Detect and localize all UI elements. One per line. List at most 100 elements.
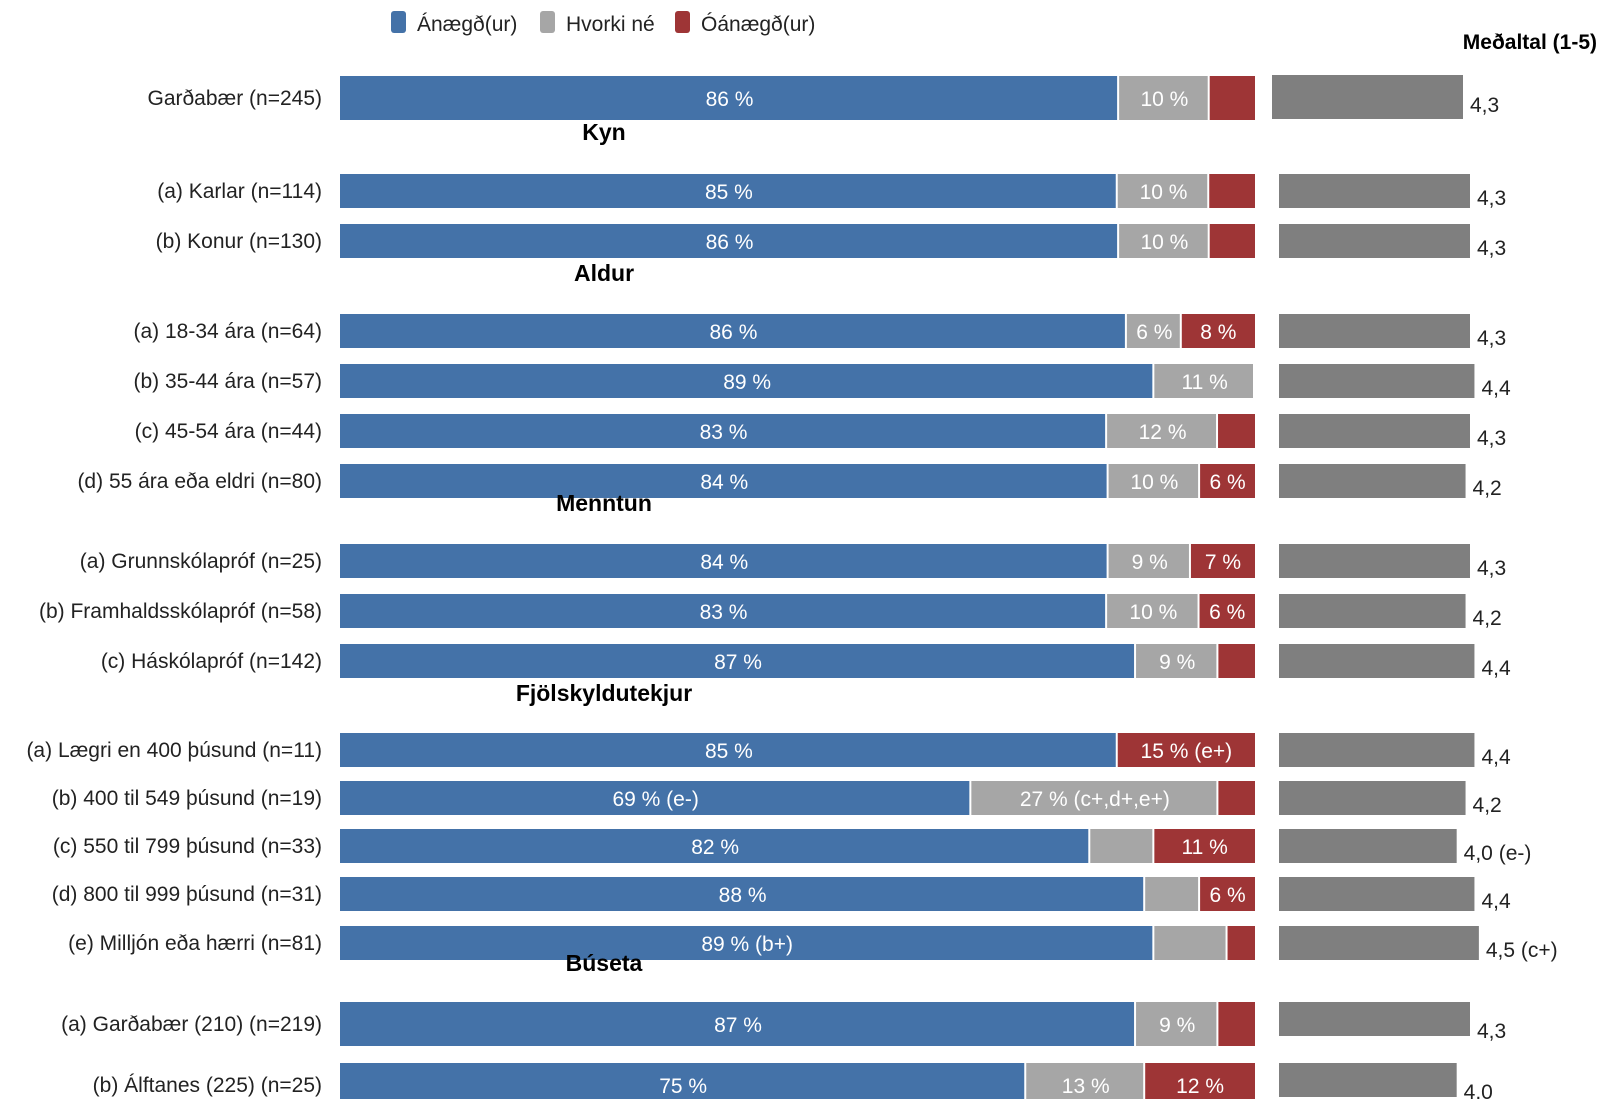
bar-label-satisfied: 83 %	[700, 601, 748, 624]
plot-area: Garðabær (n=245) 86 % 10 % 4,3 Kyn (a) Karlar…	[26, 75, 1558, 1099]
row-label: (b) Konur (n=130)	[156, 230, 322, 253]
mean-value-label: 4,3	[1477, 187, 1506, 210]
mean-bar	[1279, 544, 1470, 578]
bar-segment-neutral	[1136, 1002, 1217, 1046]
mean-bar	[1279, 364, 1475, 398]
group-heading-3: Menntun	[556, 490, 652, 516]
bar-segment-dissatisfied	[1154, 829, 1255, 863]
bar-label-satisfied: 84 %	[700, 551, 748, 574]
bar-label-dissatisfied: 6 %	[1209, 471, 1245, 494]
bar-segment-neutral	[1090, 829, 1153, 863]
mean-bar	[1279, 464, 1466, 498]
bar-label-satisfied: 86 %	[710, 321, 758, 344]
row-label: (a) Garðabær (210) (n=219)	[61, 1013, 322, 1036]
mean-bar	[1279, 314, 1470, 348]
row-label: (d) 800 til 999 þúsund (n=31)	[52, 883, 322, 906]
row-label: (b) 35-44 ára (n=57)	[133, 370, 322, 393]
bar-label-satisfied: 83 %	[700, 421, 748, 444]
bar-label-neutral: 9 %	[1132, 551, 1168, 574]
row-label: (d) 55 ára eða eldri (n=80)	[77, 470, 322, 493]
group-heading-5: Búseta	[566, 950, 643, 976]
bar-segment-neutral	[1154, 926, 1226, 960]
row-label: (b) 400 til 549 þúsund (n=19)	[52, 787, 322, 810]
bar-label-satisfied: 85 %	[705, 181, 753, 204]
bar-label-satisfied: 82 %	[691, 836, 739, 859]
bar-segment-neutral	[1026, 1063, 1144, 1099]
bar-segment-dissatisfied	[1218, 644, 1255, 678]
bar-segment-satisfied	[340, 829, 1089, 863]
row-label: (e) Milljón eða hærri (n=81)	[68, 932, 322, 955]
group-heading-1: Kyn	[582, 119, 625, 145]
bar-segment-dissatisfied	[1218, 1002, 1255, 1046]
bar-segment-dissatisfied	[1181, 314, 1255, 348]
bar-segment-satisfied	[340, 544, 1107, 578]
row-label: (a) 18-34 ára (n=64)	[133, 320, 322, 343]
mean-value-label: 4,3	[1470, 94, 1499, 117]
mean-bar	[1279, 1002, 1470, 1036]
bar-segment-neutral	[1126, 314, 1180, 348]
bar-segment-dissatisfied	[1190, 544, 1255, 578]
bar-segment-satisfied	[340, 877, 1144, 911]
mean-value-label: 4,3	[1477, 237, 1506, 260]
bar-label-satisfied: 88 %	[719, 884, 767, 907]
row-label: (b) Framhaldsskólapróf (n=58)	[39, 600, 322, 623]
bar-label-satisfied: 75 %	[659, 1075, 707, 1098]
bar-label-dissatisfied: 7 %	[1205, 551, 1241, 574]
bar-label-neutral: 9 %	[1159, 1014, 1195, 1037]
bar-segment-dissatisfied	[1209, 224, 1255, 258]
bar-label-neutral: 13 %	[1062, 1075, 1110, 1098]
bar-segment-dissatisfied	[1200, 464, 1255, 498]
bar-label-dissatisfied: 12 %	[1176, 1075, 1224, 1098]
bar-label-neutral: 10 %	[1140, 181, 1188, 204]
mean-value-label: 4,2	[1473, 794, 1502, 817]
bar-label-neutral: 10 %	[1130, 471, 1178, 494]
bar-label-dissatisfied: 6 %	[1209, 884, 1245, 907]
bar-segment-satisfied	[340, 76, 1118, 120]
mean-bar	[1279, 926, 1479, 960]
mean-bar	[1279, 224, 1470, 258]
bar-segment-neutral	[1108, 544, 1189, 578]
mean-bar	[1279, 829, 1457, 863]
bar-segment-satisfied	[340, 314, 1125, 348]
bar-label-satisfied: 84 %	[700, 471, 748, 494]
bar-segment-satisfied	[340, 414, 1106, 448]
mean-bar	[1279, 594, 1466, 628]
bar-segment-neutral	[1119, 224, 1208, 258]
row-label: (a) Lægri en 400 þúsund (n=11)	[26, 739, 322, 762]
bar-segment-satisfied	[340, 364, 1153, 398]
bar-segment-neutral	[1136, 644, 1217, 678]
mean-bar	[1279, 644, 1475, 678]
bar-segment-dissatisfied	[1199, 594, 1255, 628]
bar-segment-dissatisfied	[1117, 733, 1255, 767]
mean-value-label: 4,4	[1481, 377, 1511, 400]
bar-segment-neutral	[1108, 464, 1199, 498]
mean-bar	[1279, 781, 1466, 815]
bar-segment-neutral	[1107, 594, 1198, 628]
legend-swatch-1	[391, 11, 406, 33]
bar-segment-neutral	[1107, 414, 1217, 448]
mean-value-label: 4,4	[1481, 746, 1511, 769]
mean-bar	[1279, 877, 1475, 911]
bar-label-dissatisfied: 11 %	[1182, 836, 1228, 859]
group-heading-2: Aldur	[574, 260, 634, 286]
bar-segment-neutral	[1154, 364, 1253, 398]
bar-segment-satisfied	[340, 174, 1116, 208]
row-label: (a) Karlar (n=114)	[157, 180, 322, 203]
mean-value-label: 4,4	[1481, 657, 1511, 680]
bar-label-satisfied: 86 %	[706, 88, 754, 111]
bar-segment-dissatisfied	[1218, 414, 1255, 448]
bar-segment-satisfied	[340, 224, 1118, 258]
mean-bar	[1279, 414, 1470, 448]
mean-value-label: 4,5 (c+)	[1486, 939, 1558, 962]
bar-label-neutral: 10 %	[1140, 231, 1188, 254]
bar-label-dissatisfied: 6 %	[1209, 601, 1245, 624]
bar-segment-satisfied	[340, 464, 1107, 498]
bar-label-dissatisfied: 15 % (e+)	[1141, 740, 1233, 763]
row-label: (b) Álftanes (225) (n=25)	[93, 1074, 322, 1097]
mean-bar	[1279, 1063, 1457, 1097]
mean-column-title: Meðaltal (1-5)	[1463, 31, 1597, 54]
row-label: (c) 45-54 ára (n=44)	[135, 420, 322, 443]
bar-segment-neutral	[1117, 174, 1208, 208]
bar-label-neutral: 10 %	[1129, 601, 1177, 624]
